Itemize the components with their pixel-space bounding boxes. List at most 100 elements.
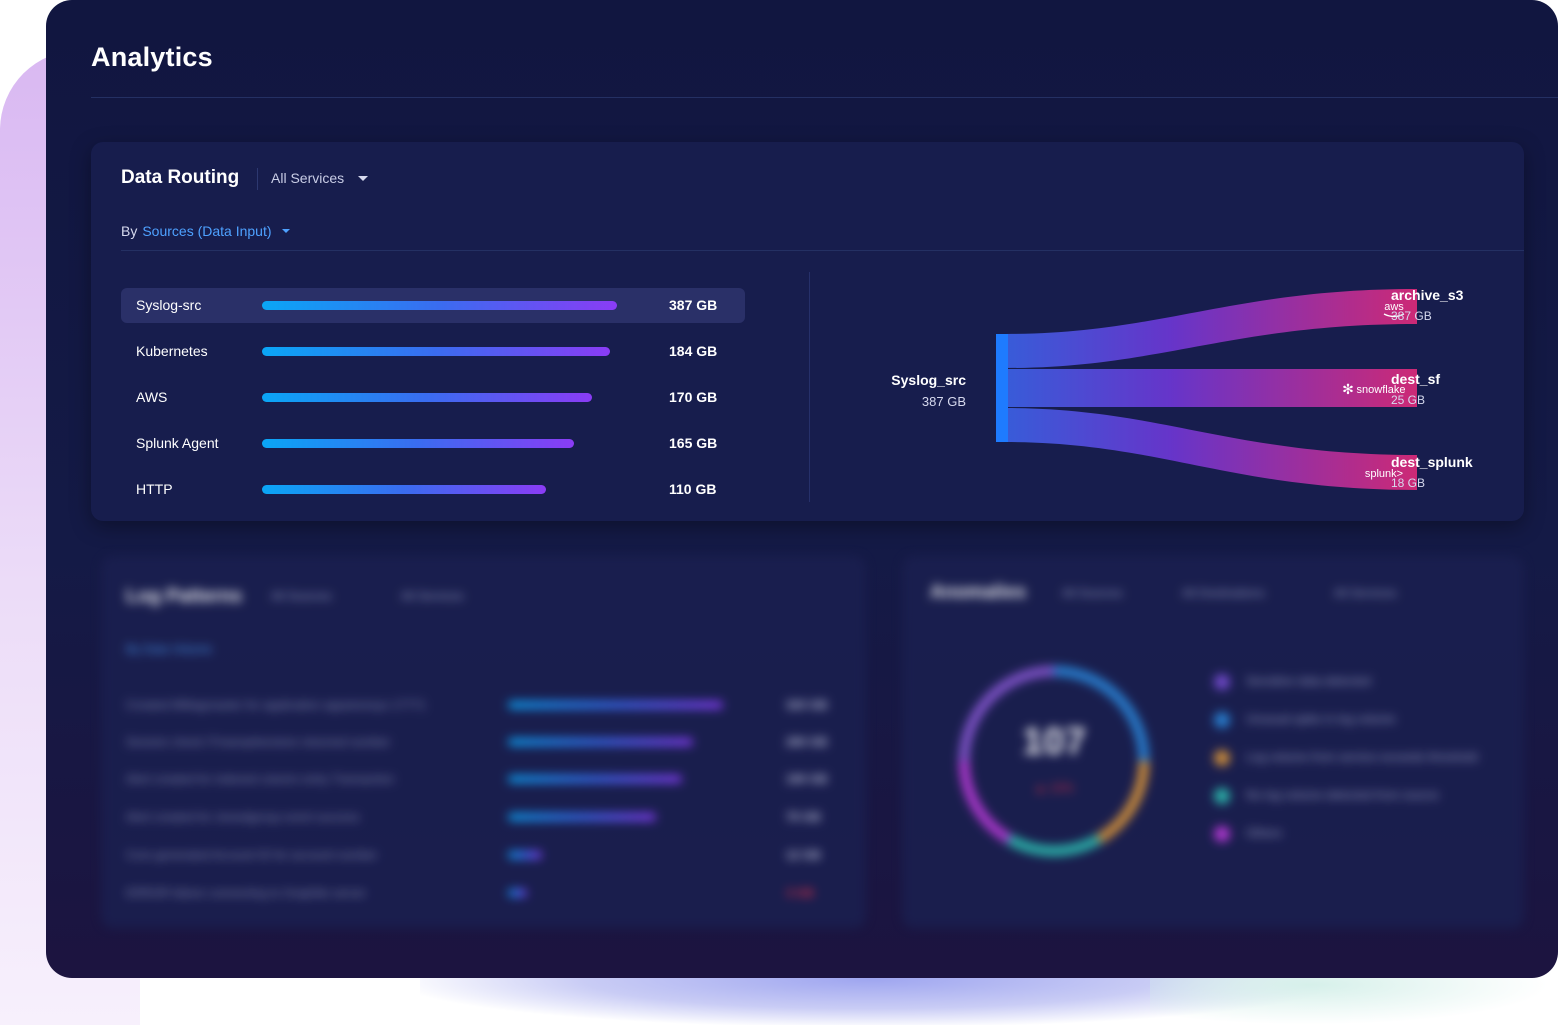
legend-label: No log volume detected from source — [1246, 788, 1439, 802]
log-pattern-bar — [508, 775, 683, 783]
legend-item[interactable]: Sensitive data detected — [1214, 674, 1494, 692]
source-row[interactable]: Splunk Agent 165 GB — [121, 426, 745, 461]
log-pattern-label: Alert created for closedgroup event succ… — [126, 810, 360, 824]
vertical-separator — [809, 272, 810, 502]
log-pattern-row[interactable]: Alert created for indexed column entry T… — [126, 770, 846, 790]
sankey-source-node[interactable] — [996, 334, 1008, 442]
legend-item[interactable]: Log volume from service exceeds threshol… — [1214, 750, 1494, 768]
splunk-logo: splunk> — [1365, 468, 1403, 480]
destination-name: dest_sf — [1391, 371, 1441, 387]
legend-label: Unusual spike in log volume — [1246, 712, 1396, 726]
title-separator — [257, 168, 258, 190]
source-value: 165 GB — [669, 435, 718, 451]
group-by-dropdown[interactable]: Sources (Data Input) — [142, 223, 290, 239]
destination-value: 18 GB — [1391, 476, 1426, 490]
log-pattern-row[interactable]: Created MMagroaster for application apps… — [126, 696, 846, 716]
flow-dest-splunk[interactable] — [1006, 408, 1417, 490]
aws-smile-icon — [1383, 313, 1405, 318]
log-pattern-bar — [508, 813, 657, 821]
legend-dot — [1214, 750, 1230, 766]
destination-dest-splunk[interactable]: dest_splunk 18 GB — [1391, 454, 1473, 490]
destination-archive-s3[interactable]: archive_s3 387 GB — [1391, 287, 1463, 323]
source-row[interactable]: Kubernetes 184 GB — [121, 334, 745, 369]
flow-archive-s3[interactable] — [1006, 289, 1417, 368]
log-pattern-label: Session check ITmanaaherstore returned n… — [126, 735, 391, 749]
card-divider — [121, 250, 1524, 251]
legend-label: Others — [1246, 826, 1283, 840]
log-patterns-group-by[interactable]: By Data Volume — [126, 642, 213, 656]
legend-label: Sensitive data detected — [1246, 674, 1371, 688]
aws-logo: aws — [1384, 301, 1404, 313]
log-pattern-bar — [508, 701, 723, 709]
log-patterns-source-filter[interactable]: All Sources — [271, 589, 332, 603]
anomalies-donut-chart — [959, 666, 1149, 856]
anomalies-source-filter[interactable]: All Sources — [1062, 586, 1123, 600]
page-title: Analytics — [91, 42, 213, 72]
legend-item[interactable]: Unusual spike in log volume — [1214, 712, 1494, 730]
chevron-down-icon — [281, 229, 290, 233]
anomalies-destination-filter[interactable]: All Destinations — [1182, 586, 1265, 600]
source-list: Syslog-src 387 GB Kubernetes 184 GB AWS … — [121, 288, 745, 518]
log-pattern-value: 280 GB — [786, 735, 828, 749]
chevron-down-icon — [358, 175, 369, 181]
log-pattern-row[interactable]: Alert created for closedgroup event succ… — [126, 808, 846, 828]
snowflake-logo-icon: ✻ — [1342, 382, 1354, 398]
group-by-label: By — [121, 223, 138, 239]
log-pattern-label: Created MMagroaster for application apps… — [126, 698, 426, 712]
source-value: 170 GB — [669, 389, 718, 405]
log-pattern-bar — [508, 738, 693, 746]
sankey-source-name: Syslog_src — [891, 372, 966, 388]
source-row[interactable]: AWS 170 GB — [121, 380, 745, 415]
source-value: 387 GB — [669, 297, 718, 313]
destination-name: archive_s3 — [1391, 287, 1464, 303]
anomalies-total: 107 — [1022, 721, 1086, 763]
source-name: HTTP — [136, 481, 173, 497]
legend-dot — [1214, 712, 1230, 728]
log-patterns-card: Log Patterns All Sources All Services By… — [101, 556, 866, 928]
source-row[interactable]: Syslog-src 387 GB — [121, 288, 745, 323]
log-pattern-row[interactable]: ERROR failure connecting to Graphite ser… — [126, 884, 846, 904]
log-pattern-row[interactable]: Core generated Account ID for account nu… — [126, 846, 846, 866]
analytics-window: Analytics Data Routing All Services By S… — [46, 0, 1558, 978]
legend-dot — [1214, 788, 1230, 804]
source-bar — [262, 347, 610, 356]
data-routing-card: Data Routing All Services By Sources (Da… — [91, 142, 1524, 521]
anomalies-card: Anomalies All Sources All Destinations A… — [902, 556, 1524, 928]
source-row[interactable]: HTTP 110 GB — [121, 472, 745, 507]
destination-dest-sf[interactable]: dest_sf 25 GB — [1391, 371, 1440, 407]
anomalies-legend: Sensitive data detected Unusual spike in… — [1214, 674, 1494, 864]
sankey-svg: aws ✻ snowflake splunk> — [996, 289, 1417, 490]
log-pattern-row[interactable]: Session check ITmanaaherstore returned n… — [126, 733, 846, 753]
source-name: AWS — [136, 389, 168, 405]
log-pattern-bar — [508, 851, 543, 859]
log-pattern-bar — [508, 889, 528, 897]
services-dropdown[interactable]: All Services — [271, 170, 369, 186]
routing-sankey: aws ✻ snowflake splunk> Syslog_src 387 G… — [831, 272, 1511, 512]
legend-label: Log volume from service exceeds threshol… — [1246, 750, 1478, 764]
log-pattern-label: ERROR failure connecting to Graphite ser… — [126, 886, 367, 900]
legend-item[interactable]: No log volume detected from source — [1214, 788, 1494, 806]
destination-value: 25 GB — [1391, 393, 1426, 407]
source-bar — [262, 439, 575, 448]
log-pattern-label: Core generated Account ID for account nu… — [126, 848, 378, 862]
log-pattern-value: 3 GB — [786, 886, 815, 900]
log-patterns-service-filter[interactable]: All Services — [401, 589, 464, 603]
anomalies-service-filter[interactable]: All Services — [1334, 586, 1397, 600]
source-bar — [262, 485, 546, 494]
background-glow-bottom-right — [1150, 975, 1550, 1025]
group-by-value: Sources (Data Input) — [142, 223, 272, 239]
log-pattern-value: 320 GB — [786, 698, 828, 712]
source-name: Syslog-src — [136, 297, 202, 313]
source-bar — [262, 393, 593, 402]
data-routing-title: Data Routing — [121, 167, 240, 188]
anomalies-title: Anomalies — [930, 582, 1027, 603]
log-pattern-label: Alert created for indexed column entry T… — [126, 772, 395, 786]
log-patterns-title: Log Patterns — [126, 586, 243, 607]
legend-item[interactable]: Others — [1214, 826, 1494, 844]
anomalies-change: ▲ 10% — [1034, 781, 1074, 795]
destination-value: 387 GB — [1391, 309, 1432, 323]
source-name: Kubernetes — [136, 343, 208, 359]
flow-dest-sf[interactable] — [1006, 369, 1417, 407]
services-dropdown-label: All Services — [271, 170, 345, 186]
log-pattern-value: 75 GB — [786, 810, 821, 824]
